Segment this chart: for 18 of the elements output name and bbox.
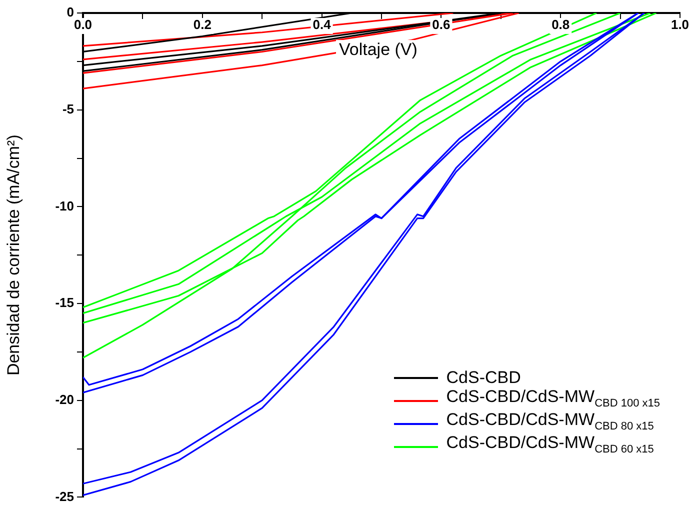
y-axis-title: Densidad de corriente (mA/cm²) [4, 134, 23, 376]
legend-label: CdS-CBD/CdS-MW$_{CBD 80 x15}$ [446, 410, 654, 433]
y-tick-label: -10 [55, 198, 74, 214]
y-tick-label: -20 [55, 392, 74, 407]
x-tick-label: 0.4 [312, 17, 332, 32]
x-tick-label: 0.0 [74, 17, 92, 32]
x-tick-label: 0.6 [432, 17, 450, 32]
x-tick-label: 1.0 [670, 17, 690, 32]
legend-label: CdS-CBD/CdS-MW$_{CBD 60 x15}$ [446, 432, 654, 458]
y-tick-label: -15 [55, 295, 74, 310]
legend-label: CdS-CBD/CdS-MW$_{CBD 100 x15}$ [446, 387, 660, 410]
y-tick-label: 0 [66, 4, 74, 20]
x-axis-title: Voltaje (V) [336, 40, 420, 60]
y-tick-label: -25 [55, 488, 74, 504]
x-tick-label: 0.8 [552, 17, 570, 32]
y-tick-label: -5 [62, 101, 74, 116]
legend-label: CdS-CBD [446, 367, 521, 389]
x-tick-label: 0.2 [193, 17, 212, 32]
